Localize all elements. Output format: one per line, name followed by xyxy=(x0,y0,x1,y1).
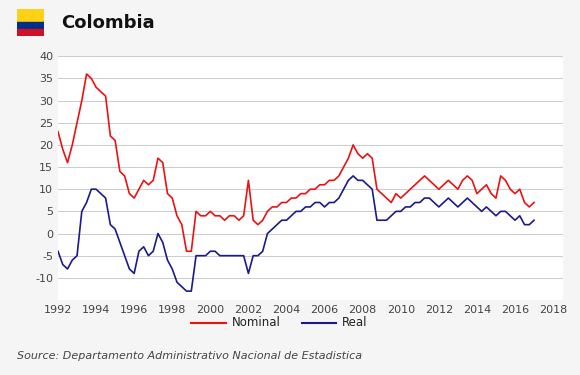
Text: Nominal: Nominal xyxy=(232,316,281,329)
Nominal xyxy=(421,174,428,178)
Real xyxy=(531,218,538,222)
Real xyxy=(55,249,61,254)
Text: Real: Real xyxy=(342,316,368,329)
Bar xyxy=(17,9,44,22)
Nominal xyxy=(350,142,357,147)
Text: Source: Departamento Administrativo Nacional de Estadistica: Source: Departamento Administrativo Naci… xyxy=(17,351,362,361)
Nominal xyxy=(183,249,190,254)
Real xyxy=(350,174,357,178)
Bar xyxy=(17,22,44,29)
Real xyxy=(345,178,352,183)
Line: Real: Real xyxy=(58,176,534,291)
Real xyxy=(278,218,285,222)
Nominal xyxy=(93,85,100,90)
Real xyxy=(397,209,404,214)
Real xyxy=(173,280,180,285)
Nominal xyxy=(531,200,538,205)
Bar xyxy=(17,29,44,36)
Nominal xyxy=(178,222,185,227)
Text: Colombia: Colombia xyxy=(61,13,154,32)
Real xyxy=(421,196,428,200)
Real xyxy=(88,187,95,192)
Nominal xyxy=(397,196,404,200)
Nominal xyxy=(83,72,90,76)
Nominal xyxy=(55,129,61,134)
Line: Nominal: Nominal xyxy=(58,74,534,251)
Nominal xyxy=(283,200,290,205)
Real xyxy=(183,289,190,293)
